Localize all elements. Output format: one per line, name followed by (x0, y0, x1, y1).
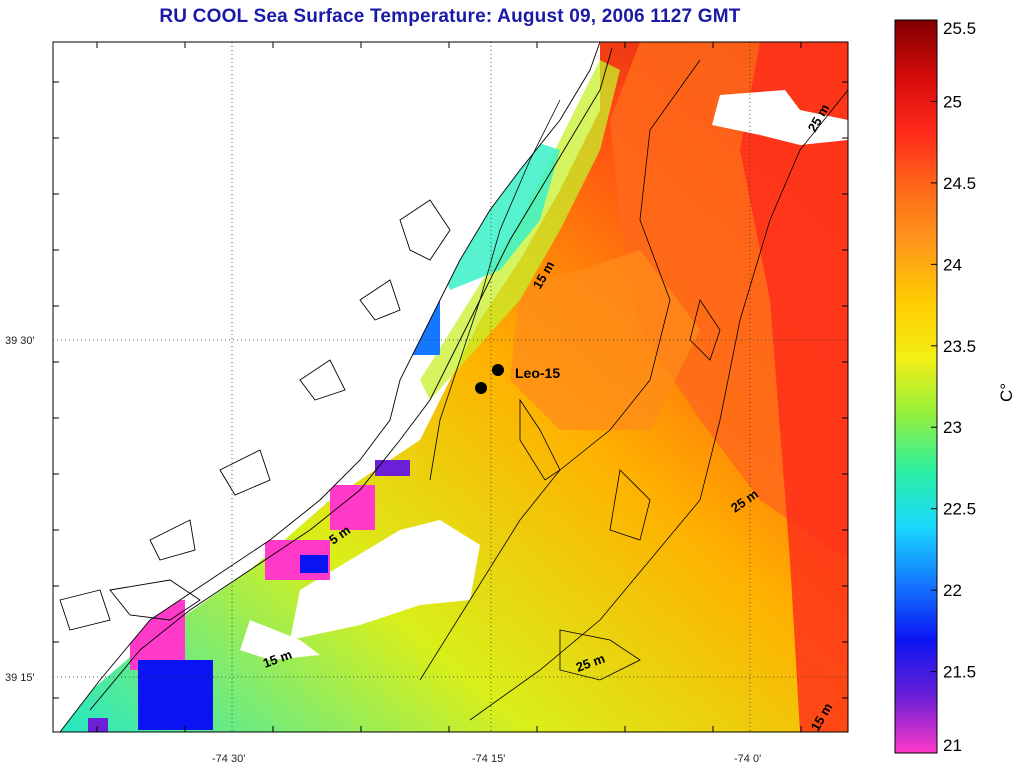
sst-magenta-pixels-3 (330, 485, 375, 530)
frame-ticks (53, 42, 848, 732)
lon-label: -74 0' (734, 753, 761, 765)
leo15-label: Leo-15 (515, 365, 560, 381)
colorbar-ticks: 21 21.5 22 22.5 23 23.5 24 24.5 25 25.5 (931, 19, 976, 755)
colorbar-unit-label: C° (997, 383, 1016, 402)
leo15-node-marker (492, 364, 504, 376)
leo15-node-marker (475, 382, 487, 394)
colorbar-tick-label: 21 (943, 736, 962, 755)
map-frame (52, 41, 849, 733)
land-area (53, 42, 600, 732)
colorbar (894, 19, 938, 754)
colorbar-tick-label: 22.5 (943, 500, 976, 519)
isobath-contours (419, 59, 848, 721)
sst-purple-pixels-sw (88, 718, 108, 732)
colorbar-tick-label: 22 (943, 581, 962, 600)
colorbar-tick-label: 21.5 (943, 663, 976, 682)
sst-hot-band (740, 42, 848, 732)
colorbar-tick-label: 24.5 (943, 174, 976, 193)
map-gridlines (53, 42, 848, 732)
sst-blue-pixels-sw (138, 660, 213, 730)
sst-purple-pixels (375, 460, 410, 476)
sst-blue-pixels-mid (300, 555, 328, 573)
colorbar-tick-label: 23 (943, 418, 962, 437)
no-data-gap-center (290, 520, 480, 640)
colorbar-tick-label: 23.5 (943, 337, 976, 356)
lat-label: 39 30' (5, 335, 35, 347)
lat-label: 39 15' (5, 672, 35, 684)
lon-label: -74 30' (212, 753, 245, 765)
colorbar-tick-label: 24 (943, 255, 962, 274)
map-title: RU COOL Sea Surface Temperature: August … (159, 6, 741, 27)
colorbar-tick-label: 25 (943, 92, 962, 111)
no-data-gap-north (712, 90, 848, 145)
map-plot-area (53, 42, 848, 732)
lon-label: -74 15' (472, 753, 505, 765)
no-data-gap-lower (240, 620, 320, 660)
colorbar-tick-label: 25.5 (943, 19, 976, 38)
